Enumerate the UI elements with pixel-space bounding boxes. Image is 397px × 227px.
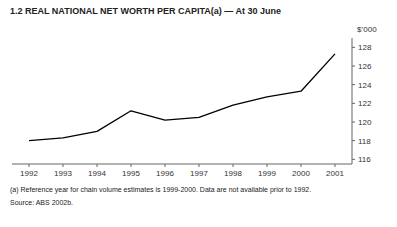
line	[29, 54, 335, 141]
x-tick	[335, 164, 336, 167]
x-tick-label: 1996	[156, 169, 174, 178]
x-tick-label: 1998	[224, 169, 242, 178]
y-tick	[352, 103, 355, 104]
y-tick	[352, 122, 355, 123]
y-tick	[352, 84, 355, 85]
x-tick-label: 1995	[122, 169, 140, 178]
y-tick-label: 124	[358, 81, 372, 90]
x-tick-label: 1994	[88, 169, 106, 178]
x-tick	[63, 164, 64, 167]
x-tick-label: 1997	[190, 169, 208, 178]
x-tick-label: 1992	[20, 169, 38, 178]
y-tick	[352, 159, 355, 160]
y-axis	[352, 38, 353, 164]
x-tick-label: 2000	[292, 169, 310, 178]
y-tick-label: 116	[358, 155, 371, 164]
y-tick-label: 122	[358, 99, 372, 108]
x-tick-label: 2001	[326, 169, 344, 178]
x-tick-label: 1999	[258, 169, 276, 178]
x-tick	[29, 164, 30, 167]
x-tick	[165, 164, 166, 167]
x-tick-label: 1993	[54, 169, 72, 178]
x-tick	[199, 164, 200, 167]
x-tick	[97, 164, 98, 167]
x-tick	[267, 164, 268, 167]
y-tick-label: 126	[358, 62, 372, 71]
plot-area	[29, 54, 335, 141]
x-tick	[301, 164, 302, 167]
y-tick	[352, 66, 355, 67]
x-tick	[131, 164, 132, 167]
title: 1.2 REAL NATIONAL NET WORTH PER CAPITA(a…	[10, 6, 281, 16]
x-tick	[233, 164, 234, 167]
y-tick-label: 120	[358, 118, 372, 127]
chart: 1.2 REAL NATIONAL NET WORTH PER CAPITA(a…	[0, 0, 397, 227]
y-tick	[352, 140, 355, 141]
footnote: Source: ABS 2002b.	[10, 199, 73, 206]
y-label: $’000	[357, 25, 377, 34]
y-tick-label: 128	[358, 43, 372, 52]
y-tick-label: 118	[358, 137, 371, 146]
y-tick	[352, 47, 355, 48]
footnote: (a) Reference year for chain volume esti…	[10, 186, 311, 194]
